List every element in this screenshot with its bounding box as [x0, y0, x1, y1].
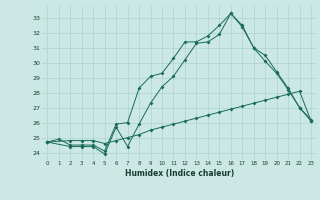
X-axis label: Humidex (Indice chaleur): Humidex (Indice chaleur): [124, 169, 234, 178]
